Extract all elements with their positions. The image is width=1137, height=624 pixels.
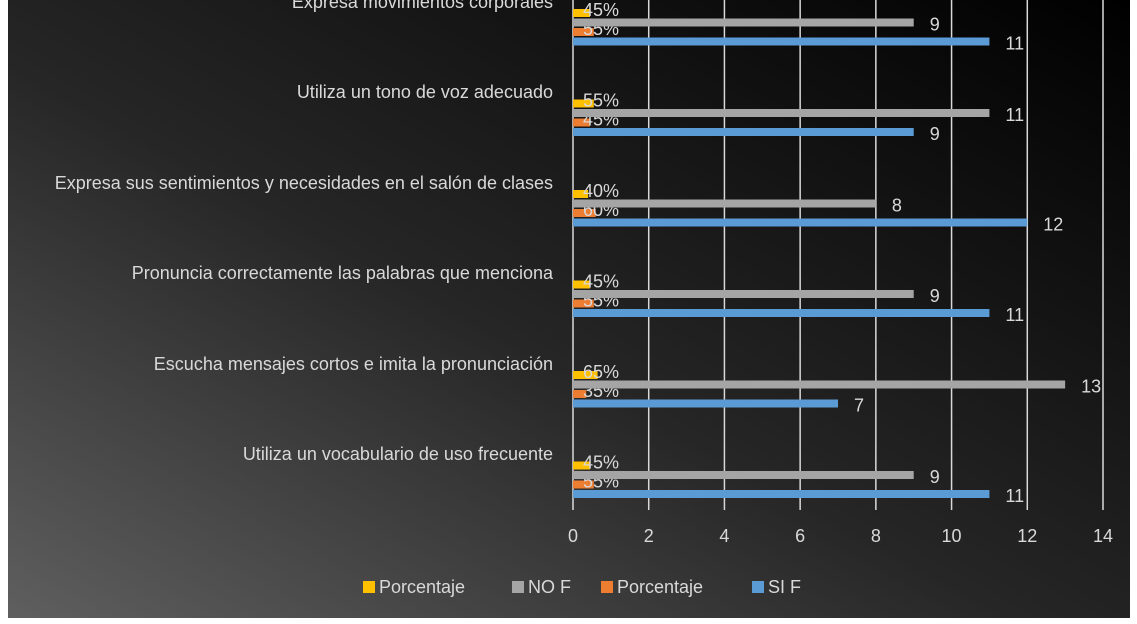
data-label: 8 <box>892 195 902 215</box>
legend-swatch <box>752 581 764 593</box>
data-label: 11 <box>1005 105 1024 125</box>
bar <box>573 118 591 127</box>
bar <box>573 461 591 470</box>
bar <box>573 190 589 198</box>
bar <box>573 199 876 208</box>
data-label: 45% <box>583 271 619 291</box>
data-label: 40% <box>583 181 619 201</box>
y-tick-label: Expresa sus sentimientos y necesidades e… <box>13 143 553 223</box>
y-tick-label: Utiliza un vocabulario de uso frecuente <box>13 415 553 495</box>
bar <box>573 299 594 308</box>
category-text: Utiliza un vocabulario de uso frecuente <box>242 444 553 465</box>
x-tick-label: 14 <box>1093 526 1113 546</box>
bar <box>573 9 591 17</box>
data-label: 45% <box>583 0 619 20</box>
legend-swatch <box>363 581 375 593</box>
data-label: 13 <box>1081 376 1101 396</box>
y-tick-label: Utiliza un tono de voz adecuado <box>13 53 553 133</box>
bar <box>573 280 591 289</box>
legend-label: Porcentaje <box>617 577 703 597</box>
category-text: Expresa sus sentimientos y necesidades e… <box>54 172 553 193</box>
bar <box>573 37 990 46</box>
x-tick-label: 12 <box>1017 526 1037 546</box>
data-label: 11 <box>1005 33 1024 53</box>
bar <box>573 28 594 36</box>
bar <box>573 399 838 408</box>
data-label: 7 <box>854 395 864 415</box>
legend-label: NO F <box>528 577 571 597</box>
data-label: 11 <box>1005 486 1024 506</box>
data-label: 9 <box>930 286 940 306</box>
legend-label: SI F <box>768 577 801 597</box>
bar <box>573 99 594 108</box>
bar <box>573 371 598 379</box>
bar <box>573 109 990 117</box>
legend-swatch <box>512 581 524 593</box>
category-text: Escucha mensajes cortos e imita la pronu… <box>153 353 553 374</box>
x-tick-label: 8 <box>871 526 881 546</box>
data-label: 12 <box>1043 214 1063 234</box>
data-label: 9 <box>930 467 940 487</box>
bar <box>573 209 596 217</box>
category-text: Utiliza un tono de voz adecuado <box>296 82 553 103</box>
legend-swatch <box>601 581 613 593</box>
x-tick-label: 10 <box>942 526 962 546</box>
category-text: Expresa movimientos corporales <box>291 0 553 12</box>
category-text: Pronuncia correctamente las palabras que… <box>131 263 553 284</box>
x-tick-label: 0 <box>568 526 578 546</box>
bar <box>573 390 587 398</box>
legend-label: Porcentaje <box>379 577 465 597</box>
bar <box>573 380 1066 389</box>
data-label: 55% <box>583 90 619 110</box>
data-label: 45% <box>583 452 619 472</box>
x-tick-label: 2 <box>644 526 654 546</box>
bar <box>573 480 594 489</box>
data-label: 9 <box>930 124 940 144</box>
bar <box>573 128 914 136</box>
data-label: 11 <box>1005 305 1024 325</box>
bar <box>573 290 914 298</box>
bar <box>573 471 914 479</box>
y-tick-label: Escucha mensajes cortos e imita la pronu… <box>13 324 553 404</box>
y-tick-label: Pronuncia correctamente las palabras que… <box>13 234 553 314</box>
bar <box>573 218 1028 227</box>
bar <box>573 309 990 317</box>
bar <box>573 490 990 498</box>
data-label: 9 <box>930 14 940 34</box>
bar <box>573 18 914 27</box>
x-tick-label: 6 <box>795 526 805 546</box>
y-tick-label: Expresa movimientos corporales <box>13 0 553 42</box>
data-label: 65% <box>583 362 619 382</box>
x-tick-label: 4 <box>719 526 729 546</box>
